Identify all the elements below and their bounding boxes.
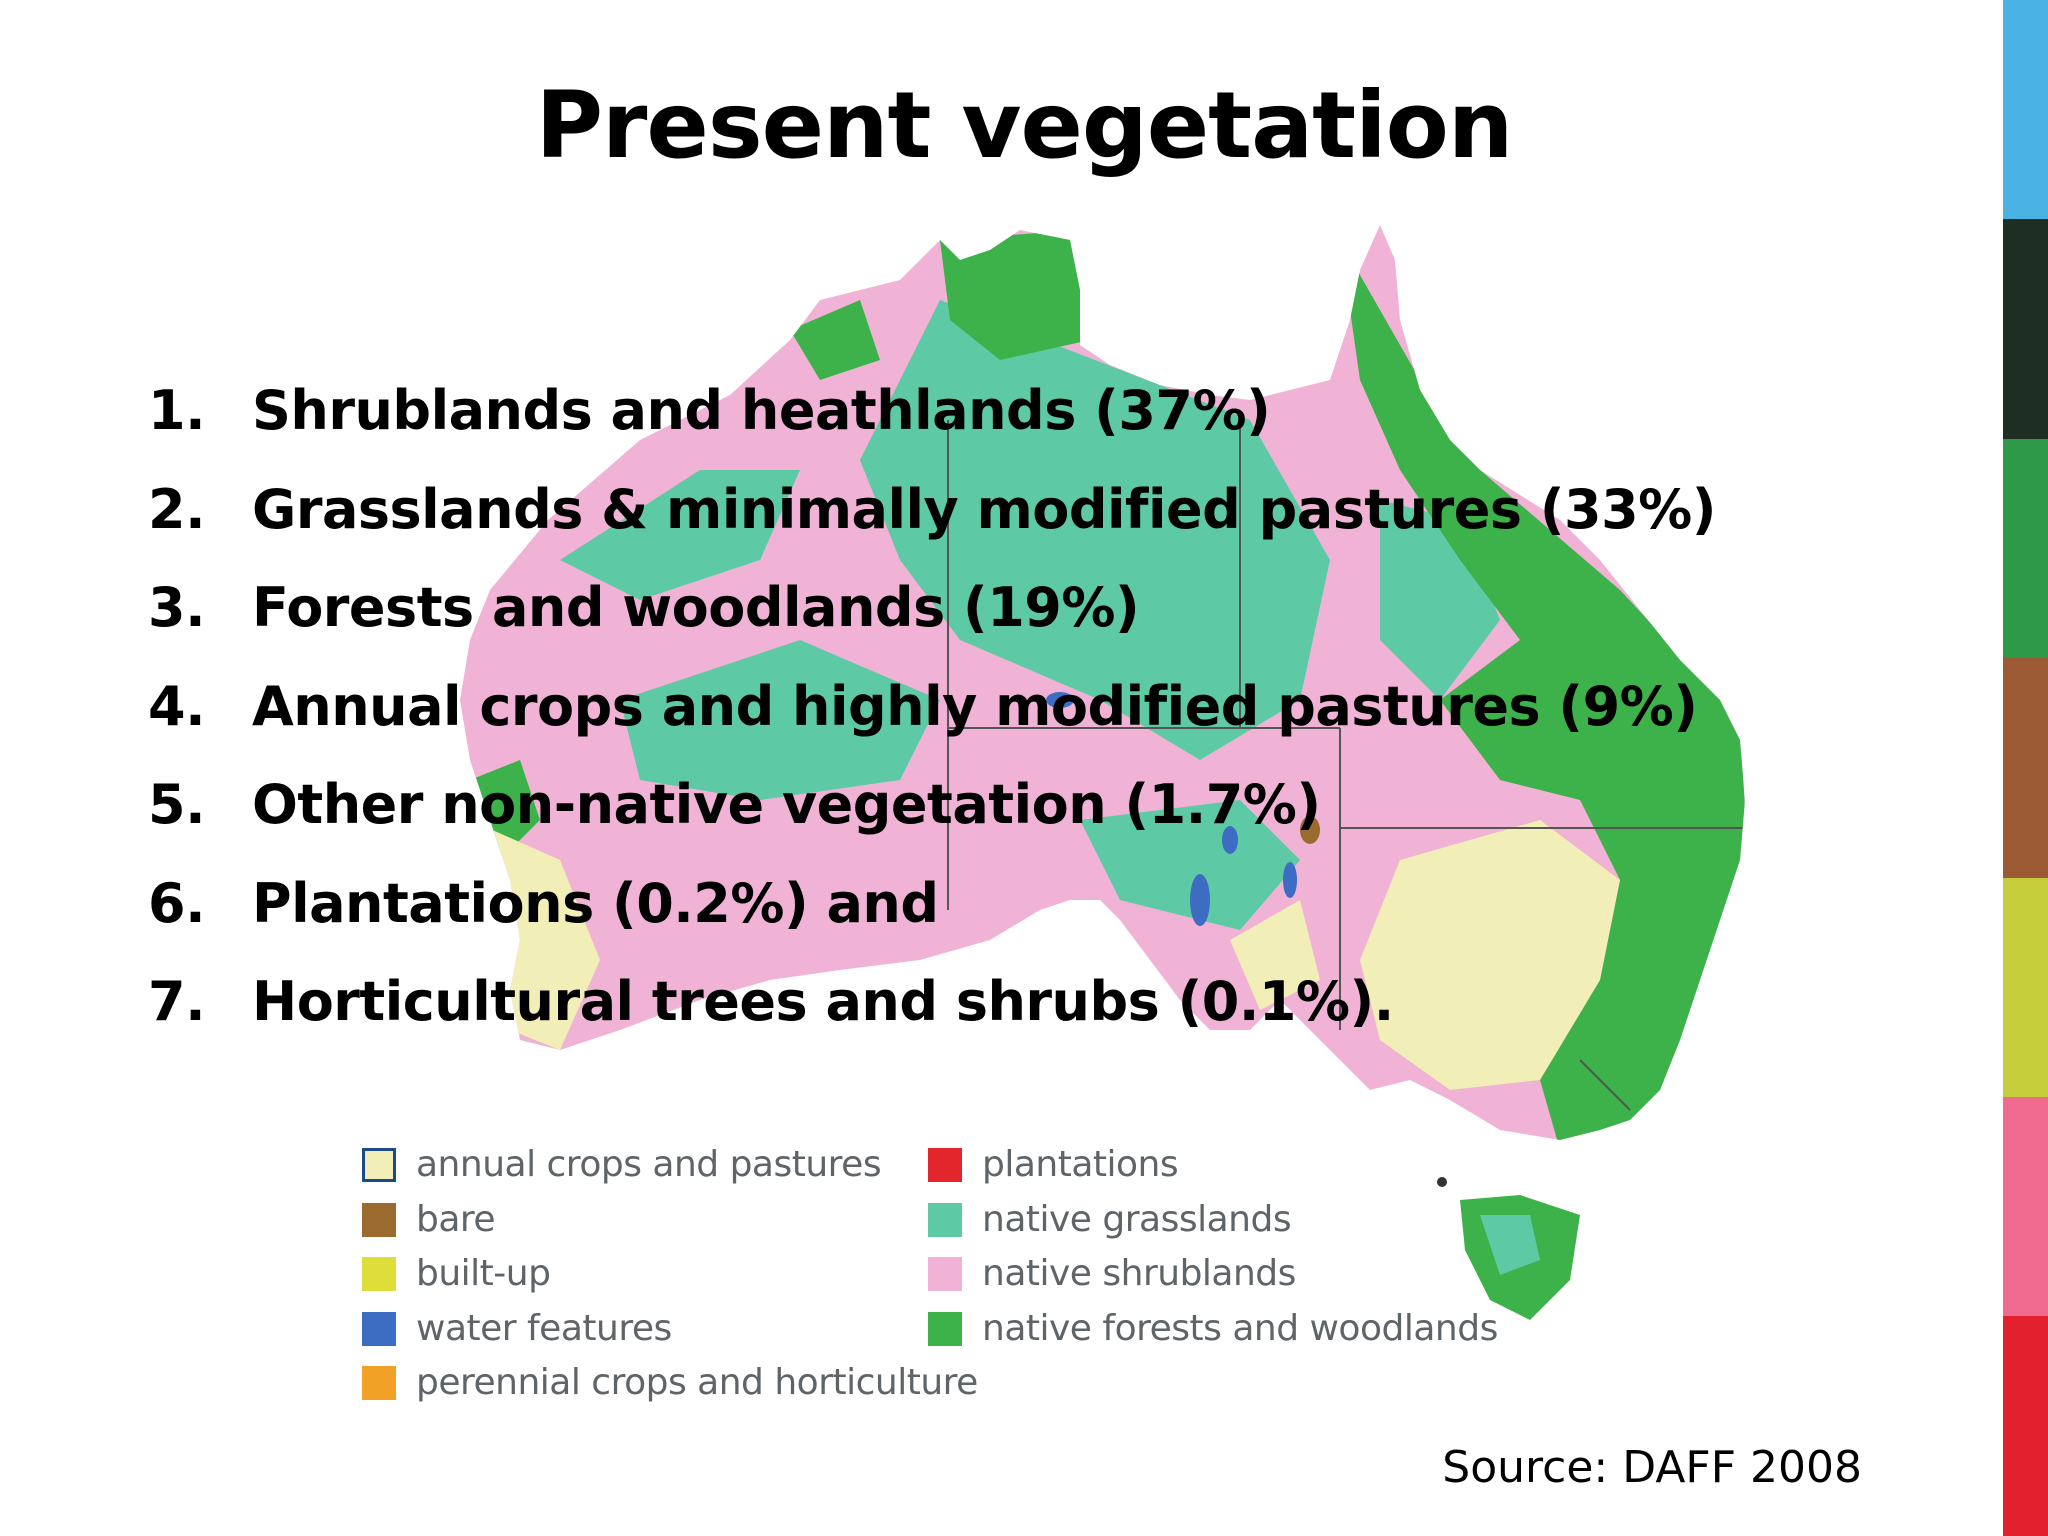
list-item: 1. Shrublands and heathlands (37%)	[148, 378, 1716, 477]
item-number: 7.	[148, 970, 206, 1033]
list-item: 4. Annual crops and highly modified pastu…	[148, 674, 1716, 773]
map-legend: annual crops and pastures bare built-up …	[360, 1138, 1498, 1418]
legend-swatch	[362, 1257, 396, 1291]
legend-label: plantations	[982, 1144, 1179, 1185]
item-number: 3.	[148, 576, 206, 639]
item-number: 1.	[148, 379, 206, 442]
legend-label: perennial crops and horticulture	[416, 1362, 978, 1403]
slide-title: Present vegetation	[535, 72, 1514, 179]
list-item: 6. Plantations (0.2%) and	[148, 871, 1716, 970]
legend-swatch	[928, 1257, 962, 1291]
accent-bar-segment	[2003, 658, 2048, 878]
legend-label: annual crops and pastures	[416, 1144, 882, 1185]
vegetation-map	[460, 225, 1745, 1320]
legend-swatch	[362, 1311, 396, 1346]
accent-color-bar	[2003, 0, 2048, 1536]
accent-bar-segment	[2003, 219, 2048, 439]
item-text: Plantations (0.2%) and	[252, 871, 939, 935]
legend-swatch	[928, 1202, 962, 1237]
legend-label: bare	[416, 1198, 496, 1240]
legend-swatch	[928, 1148, 962, 1182]
item-text: Annual crops and highly modified pasture…	[252, 674, 1698, 738]
item-text: Grasslands & minimally modified pastures…	[252, 477, 1716, 541]
legend-label: water features	[416, 1307, 672, 1349]
list-item: 5. Other non-native vegetation (1.7%)	[148, 772, 1716, 871]
source-citation: Source: DAFF 2008	[1442, 1442, 1862, 1493]
accent-bar-segment	[2003, 1096, 2048, 1317]
legend-swatch	[362, 1202, 396, 1237]
legend-swatch	[362, 1148, 396, 1182]
item-number: 4.	[148, 674, 206, 738]
legend-label: built-up	[416, 1253, 551, 1294]
legend-label: native forests and woodlands	[982, 1307, 1498, 1349]
legend-swatch	[928, 1311, 962, 1346]
item-text: Horticultural trees and shrubs (0.1%).	[252, 970, 1394, 1033]
vegetation-list: 1. Shrublands and heathlands (37%) 2. Gras…	[148, 378, 1716, 1068]
item-number: 2.	[148, 477, 206, 541]
accent-bar-segment	[2003, 877, 2048, 1097]
accent-bar-segment	[2003, 0, 2048, 220]
item-text: Forests and woodlands (19%)	[252, 576, 1140, 639]
item-number: 6.	[148, 871, 206, 935]
legend-label: native shrublands	[982, 1253, 1296, 1294]
item-text: Shrublands and heathlands (37%)	[252, 379, 1271, 442]
list-item: 7. Horticultural trees and shrubs (0.1%).	[148, 969, 1716, 1068]
item-number: 5.	[148, 773, 206, 836]
accent-bar-segment	[2003, 1316, 2048, 1536]
list-item: 3. Forests and woodlands (19%)	[148, 575, 1716, 674]
legend-label: native grasslands	[982, 1198, 1292, 1240]
list-item: 2. Grasslands & minimally modified pastur…	[148, 477, 1716, 576]
item-text: Other non-native vegetation (1.7%)	[252, 773, 1321, 836]
accent-bar-segment	[2003, 438, 2048, 659]
legend-swatch	[362, 1366, 396, 1400]
